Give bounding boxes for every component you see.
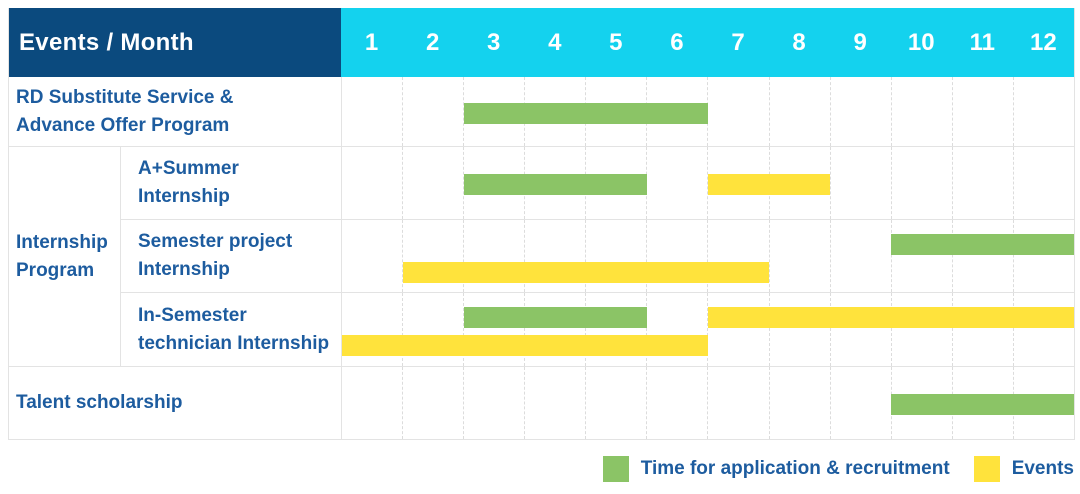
row-label: A+Summer Internship — [121, 147, 341, 220]
application-bar — [891, 394, 1074, 415]
month-gridcell — [524, 220, 585, 292]
legend: Time for application & recruitment Events — [602, 452, 1074, 486]
month-gridcell — [646, 367, 707, 439]
month-header-cell: 10 — [907, 28, 935, 56]
application-legend-swatch — [602, 456, 629, 482]
month-header-cell: 7 — [731, 28, 745, 56]
month-gridcell — [585, 293, 646, 366]
group-label: Internship Program — [9, 147, 121, 367]
month-gridcell — [463, 220, 524, 292]
application-bar — [464, 102, 708, 124]
month-gridcell — [402, 147, 463, 219]
month-gridcell — [1012, 77, 1074, 146]
month-gridcell — [585, 220, 646, 292]
legend-label: Events — [1011, 458, 1074, 479]
month-gridcell — [342, 147, 402, 219]
month-gridcell — [768, 77, 830, 146]
row-label: Talent scholarship — [9, 367, 341, 440]
month-gridcell — [829, 220, 891, 292]
legend-item: Time for application & recruitment — [602, 456, 950, 482]
month-gridcell — [524, 293, 585, 366]
month-header-cell: 4 — [548, 28, 562, 56]
row-bar-area — [341, 220, 1074, 293]
month-gridcell — [951, 220, 1013, 292]
month-gridlines — [342, 77, 1074, 146]
month-gridcell — [951, 147, 1013, 219]
events-legend-swatch — [973, 456, 1000, 482]
month-header-cell: 8 — [792, 28, 806, 56]
month-gridcell — [951, 77, 1013, 146]
events-bar — [708, 307, 1074, 328]
events-bar — [403, 262, 769, 283]
month-gridcell — [829, 367, 891, 439]
month-gridcell — [402, 77, 463, 146]
month-gridcell — [463, 147, 524, 219]
month-header-cell: 9 — [853, 28, 867, 56]
month-gridcell — [707, 367, 768, 439]
month-header-row: 1 2 3 4 5 6 7 8 9 10 11 12 — [341, 8, 1074, 77]
month-gridcell — [463, 293, 524, 366]
gantt-chart: Events / Month 1 2 3 4 5 6 7 8 9 10 11 12 RD Substi… — [8, 8, 1075, 440]
month-header-cell: 11 — [969, 28, 995, 56]
month-gridcell — [768, 293, 830, 366]
month-gridcell — [342, 367, 402, 439]
month-gridcell — [342, 220, 402, 292]
month-gridcell — [890, 293, 952, 366]
month-gridcell — [342, 77, 402, 146]
row-bar-area — [341, 77, 1074, 147]
row-label: RD Substitute Service & Advance Offer Pr… — [9, 77, 341, 147]
month-gridcell — [1012, 147, 1074, 219]
application-bar — [891, 234, 1074, 255]
month-gridcell — [402, 367, 463, 439]
month-gridcell — [890, 147, 952, 219]
legend-item: Events — [973, 456, 1074, 482]
legend-label: Time for application & recruitment — [640, 458, 950, 479]
application-bar — [464, 307, 647, 328]
row-label: In-Semester technician Internship — [121, 293, 341, 367]
month-gridcell — [707, 147, 768, 219]
month-header-cell: 2 — [425, 28, 440, 56]
month-gridcell — [768, 220, 830, 292]
month-gridcell — [829, 293, 891, 366]
month-gridcell — [1012, 220, 1074, 292]
events-month-header: Events / Month — [9, 8, 341, 77]
month-header-cell: 1 — [364, 28, 379, 56]
row-label: Semester project Internship — [121, 220, 341, 293]
month-gridcell — [829, 77, 891, 146]
month-gridcell — [585, 367, 646, 439]
month-gridcell — [524, 367, 585, 439]
month-gridcell — [463, 77, 524, 146]
month-header-cell: 3 — [487, 28, 501, 56]
month-gridcell — [402, 293, 463, 366]
events-bar — [342, 335, 708, 356]
month-gridcell — [707, 220, 768, 292]
row-bar-area — [341, 293, 1074, 367]
month-gridcell — [890, 77, 952, 146]
month-gridcell — [646, 220, 707, 292]
month-gridcell — [402, 220, 463, 292]
month-gridlines — [342, 293, 1074, 366]
application-bar — [464, 174, 647, 195]
month-gridcell — [890, 220, 952, 292]
month-gridcell — [646, 147, 707, 219]
month-gridcell — [646, 293, 707, 366]
month-gridcell — [768, 367, 830, 439]
month-gridcell — [1012, 293, 1074, 366]
month-gridcell — [707, 293, 768, 366]
month-header-cell: 5 — [609, 28, 623, 56]
month-gridcell — [707, 77, 768, 146]
month-gridlines — [342, 220, 1074, 292]
month-header-cell: 12 — [1030, 28, 1057, 56]
month-header-cell: 6 — [670, 28, 684, 56]
month-gridcell — [829, 147, 891, 219]
month-gridcell — [951, 293, 1013, 366]
row-bar-area — [341, 147, 1074, 220]
events-bar — [708, 174, 830, 195]
row-bar-area — [341, 367, 1074, 440]
month-gridcell — [463, 367, 524, 439]
